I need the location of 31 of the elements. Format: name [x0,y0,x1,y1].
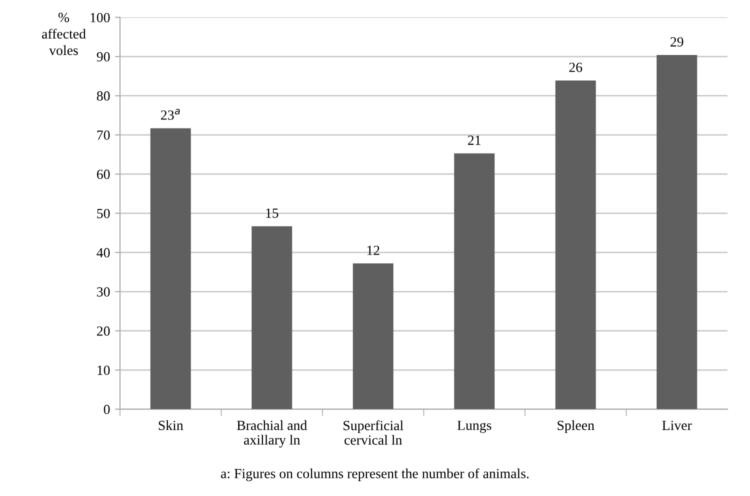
annotation: 29 [670,37,684,47]
y-tick-label: 10 [98,366,110,375]
y-tick-label: 50 [97,208,110,218]
annotation: 23$^{a}$ [161,108,180,120]
annotation: 15 [266,208,278,218]
bar [252,226,292,410]
y-tick-label: 80 [96,91,110,101]
bar [352,263,394,410]
y-tick-label: 0 [104,404,110,414]
x-tick-label: Superficial cervical ln [344,420,404,445]
y-tick-label: 40 [96,248,110,258]
annotation: 12 [367,246,380,255]
y-tick-label: 20 [97,326,110,336]
bar [656,54,698,410]
bar [555,80,596,410]
y-axis-title: % affected voles [42,12,86,56]
bar [150,128,191,410]
x-tick-label: Liver [662,420,692,430]
y-tick-label: 100 [90,12,110,22]
text: a: Figures on columns represent the number of animals. [221,468,529,482]
y-tick-label: 70 [97,130,110,140]
y-tick-label: 30 [97,287,110,297]
x-tick-label: Spleen [558,420,594,433]
y-tick-label: 90 [96,52,110,62]
x-tick-label: Brachial and axillary ln [236,420,307,448]
y-tick-label: 60 [96,170,110,180]
x-tick-label: Lungs [457,420,492,433]
x-tick-label: Skin [158,420,184,430]
bar [454,153,495,410]
annotation: 21 [468,136,480,145]
annotation: 26 [569,62,582,72]
